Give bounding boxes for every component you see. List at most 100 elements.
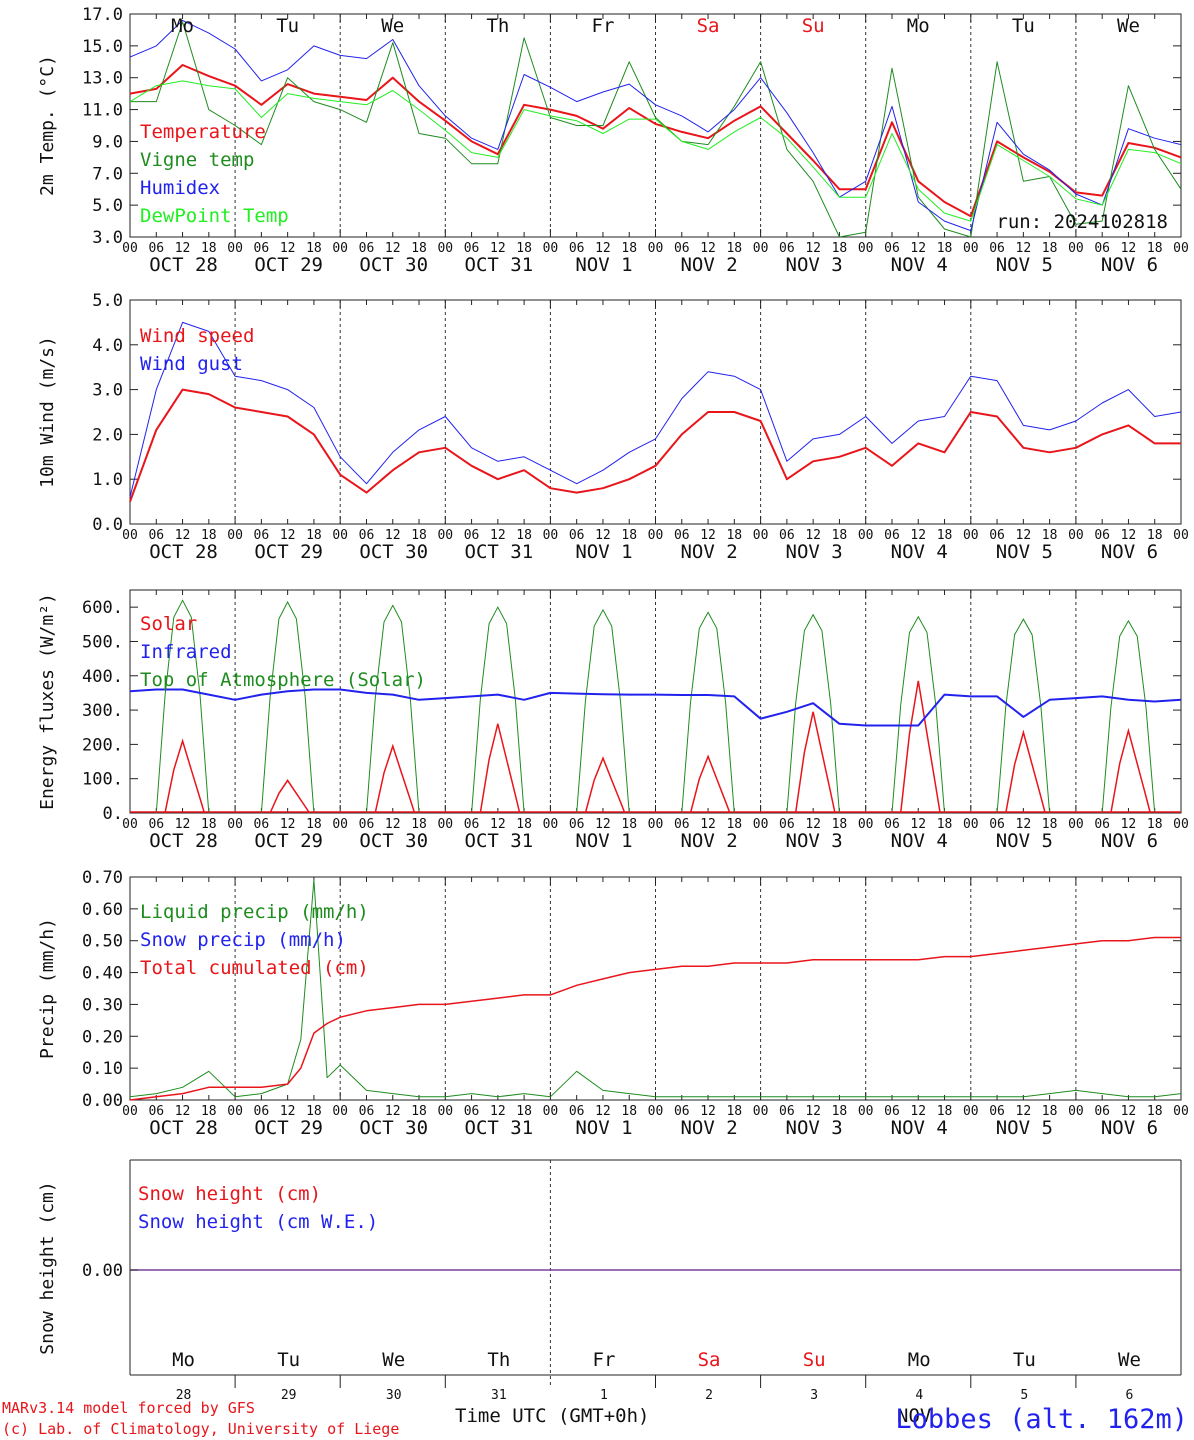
temp-series-group: [130, 21, 1181, 237]
precip-y-tick-label: 0.70: [82, 868, 123, 888]
precip-hour-label: 06: [254, 1104, 270, 1119]
precip-hour-label: 00: [1068, 1104, 1084, 1119]
energy-hour-label: 12: [175, 817, 191, 832]
wind-y-tick-label: 2.0: [92, 425, 123, 445]
snow-weekday-label: Tu: [277, 1349, 300, 1371]
energy-hour-label: 18: [832, 817, 848, 832]
precip-hour-label: 12: [280, 1104, 296, 1119]
energy-date-label: OCT 29: [254, 830, 323, 852]
wind-hour-label: 12: [595, 528, 611, 543]
temp-hour-label: 06: [779, 241, 795, 256]
precip-date-label: OCT 31: [465, 1117, 534, 1139]
energy-date-label: NOV 4: [891, 830, 948, 852]
energy-hour-label: 06: [989, 817, 1005, 832]
wind-legend-entry: Wind speed: [140, 325, 254, 347]
energy-solar-peak: [899, 680, 941, 814]
temp-hour-label: 18: [832, 241, 848, 256]
temp-y-tick-label: 7.0: [92, 164, 123, 184]
wind-hour-label: 06: [779, 528, 795, 543]
snow-weekday-label: Tu: [1013, 1349, 1036, 1371]
energy-hour-label: 00: [543, 817, 559, 832]
wind-hour-label: 00: [543, 528, 559, 543]
temp-hour-label: 12: [805, 241, 821, 256]
temp-hour-label: 00: [437, 241, 453, 256]
credit-line-1: MARv3.14 model forced by GFS: [2, 1399, 255, 1417]
precip-hour-label: 00: [963, 1104, 979, 1119]
precip-y-axis-label: Precip (mm/h): [37, 918, 58, 1059]
precip-hour-label: 06: [989, 1104, 1005, 1119]
precip-date-label: OCT 29: [254, 1117, 323, 1139]
wind-hour-label: 18: [937, 528, 953, 543]
wind-hour-label: 00: [1173, 528, 1189, 543]
energy-hour-label: 06: [1094, 817, 1110, 832]
wind-hour-label: 12: [280, 528, 296, 543]
energy-solar-peak: [479, 723, 521, 814]
temp-hour-label: 12: [175, 241, 191, 256]
energy-toa-peak: [471, 606, 525, 814]
wind-legend-entry: Wind gust: [140, 353, 243, 375]
temp-frame: [129, 13, 1182, 238]
temp-y-tick-label: 5.0: [92, 196, 123, 216]
energy-hour-label: 12: [280, 817, 296, 832]
energy-toa-peak: [1101, 619, 1156, 814]
precip-liquid-line: [129, 879, 1182, 1098]
snow-y-axis-label: Snow height (cm): [37, 1181, 58, 1354]
snow-weekday-label: Sa: [698, 1349, 721, 1371]
temp-hour-label: 06: [148, 241, 164, 256]
wind-hour-label: 00: [437, 528, 453, 543]
wind-hour-label: 06: [569, 528, 585, 543]
energy-toa-peak: [576, 608, 630, 814]
wind-date-label: NOV 2: [680, 541, 737, 563]
wind-date-label: NOV 4: [891, 541, 948, 563]
wind-y-axis-label: 10m Wind (m/s): [37, 336, 58, 488]
precip-hour-label: 06: [569, 1104, 585, 1119]
precip-hour-label: 12: [805, 1104, 821, 1119]
energy-hour-label: 12: [1121, 817, 1137, 832]
wind-hour-label: 00: [122, 528, 138, 543]
precip-hour-label: 06: [779, 1104, 795, 1119]
energy-date-label: NOV 5: [996, 830, 1053, 852]
energy-legend-entry: Infrared: [140, 641, 232, 663]
wind-hour-label: 12: [910, 528, 926, 543]
wind-date-label: NOV 6: [1101, 541, 1158, 563]
precip-hour-label: 18: [306, 1104, 322, 1119]
temp-date-label: OCT 31: [465, 254, 534, 276]
temp-legend-entry: DewPoint Temp: [140, 205, 289, 227]
temp-legend-entry: Temperature: [140, 121, 266, 143]
energy-toa-peak: [786, 613, 840, 814]
precip-y-tick-label: 0.10: [82, 1059, 123, 1079]
energy-hour-label: 06: [569, 817, 585, 832]
energy-y-tick-label: 100.: [82, 770, 123, 790]
energy-date-label: NOV 1: [575, 830, 632, 852]
precip-hour-label: 06: [674, 1104, 690, 1119]
precip-hour-label: 00: [648, 1104, 664, 1119]
precip-hour-label: 18: [516, 1104, 532, 1119]
precip-hour-label: 06: [464, 1104, 480, 1119]
wind-hour-label: 06: [148, 528, 164, 543]
temp-y-tick-label: 17.0: [82, 5, 123, 25]
energy-hour-label: 18: [201, 817, 217, 832]
temp-y-tick-label: 15.0: [82, 37, 123, 57]
wind-hour-label: 06: [1094, 528, 1110, 543]
energy-solar-peak: [374, 743, 416, 814]
temp-hour-label: 12: [490, 241, 506, 256]
energy-toa-peak: [681, 611, 735, 814]
energy-hour-label: 18: [937, 817, 953, 832]
energy-hour-label: 00: [122, 817, 138, 832]
snow-weekday-label: We: [382, 1349, 405, 1371]
precip-date-label: NOV 4: [891, 1117, 948, 1139]
precip-hour-label: 12: [175, 1104, 191, 1119]
precip-y-tick-label: 0.40: [82, 964, 123, 984]
wind-hour-label: 18: [411, 528, 427, 543]
wind-hour-label: 00: [1068, 528, 1084, 543]
snow-legend-entry: Snow height (cm W.E.): [138, 1211, 378, 1233]
temp-hour-label: 06: [569, 241, 585, 256]
precip-hour-label: 12: [385, 1104, 401, 1119]
wind-hour-label: 18: [621, 528, 637, 543]
wind-hour-label: 00: [858, 528, 874, 543]
energy-hour-label: 06: [359, 817, 375, 832]
energy-y-tick-label: 500.: [82, 632, 123, 652]
wind-series-line: [129, 321, 1182, 498]
wind-y-tick-label: 1.0: [92, 470, 123, 490]
temp-date-label: NOV 2: [680, 254, 737, 276]
